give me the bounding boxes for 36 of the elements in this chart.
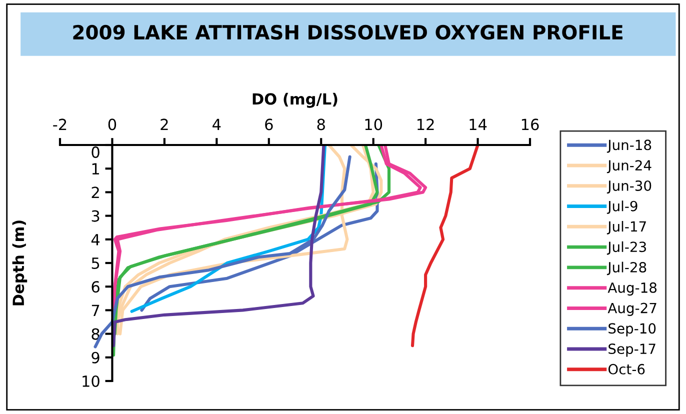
- y-tick-label: 7: [92, 304, 100, 316]
- legend-label: Jul-23: [606, 241, 646, 255]
- y-tick-label: 5: [92, 258, 100, 270]
- y-tick-label: 2: [92, 186, 99, 198]
- chart-title: 2009 LAKE ATTITASH DISSOLVED OXYGEN PROFILE: [73, 24, 622, 40]
- legend-label: Sep-10: [608, 323, 656, 336]
- x-tick-label: 10: [365, 118, 382, 130]
- y-tick-label: 8: [92, 328, 100, 340]
- legend-label: Jun-24: [606, 160, 652, 174]
- x-tick-label: 4: [212, 118, 221, 130]
- y-tick-label: 1: [92, 163, 100, 174]
- legend-label: Sep-17: [608, 344, 656, 357]
- y-tick-label: 10: [82, 375, 100, 388]
- x-tick-label: -2: [53, 118, 66, 130]
- y-tick-label: 6: [92, 281, 100, 293]
- y-tick-label: 9: [92, 352, 100, 364]
- legend-label: Jul-9: [606, 200, 638, 214]
- legend-label: Jul-28: [606, 262, 646, 276]
- x-tick-label: 6: [265, 118, 273, 130]
- legend-label: Jul-17: [606, 220, 646, 234]
- legend-label: Jun-30: [606, 180, 652, 194]
- y-tick-label: 3: [92, 210, 100, 222]
- x-axis-title: DO (mg/L): [252, 92, 338, 108]
- x-tick-label: 0: [108, 118, 116, 130]
- x-tick-label: 2: [160, 118, 168, 130]
- legend-label: Jun-18: [606, 140, 652, 153]
- y-tick-label: 0: [92, 146, 100, 158]
- x-tick-label: 12: [418, 118, 434, 130]
- legend-label: Oct-6: [608, 364, 645, 374]
- legend-label: Aug-18: [608, 282, 657, 296]
- x-tick-label: 16: [522, 118, 539, 130]
- legend-label: Aug-27: [608, 302, 656, 316]
- x-tick-label: 14: [470, 118, 487, 130]
- y-tick-label: 4: [91, 234, 100, 246]
- y-axis-title: Depth (m): [12, 220, 28, 306]
- x-tick-label: 8: [317, 118, 325, 130]
